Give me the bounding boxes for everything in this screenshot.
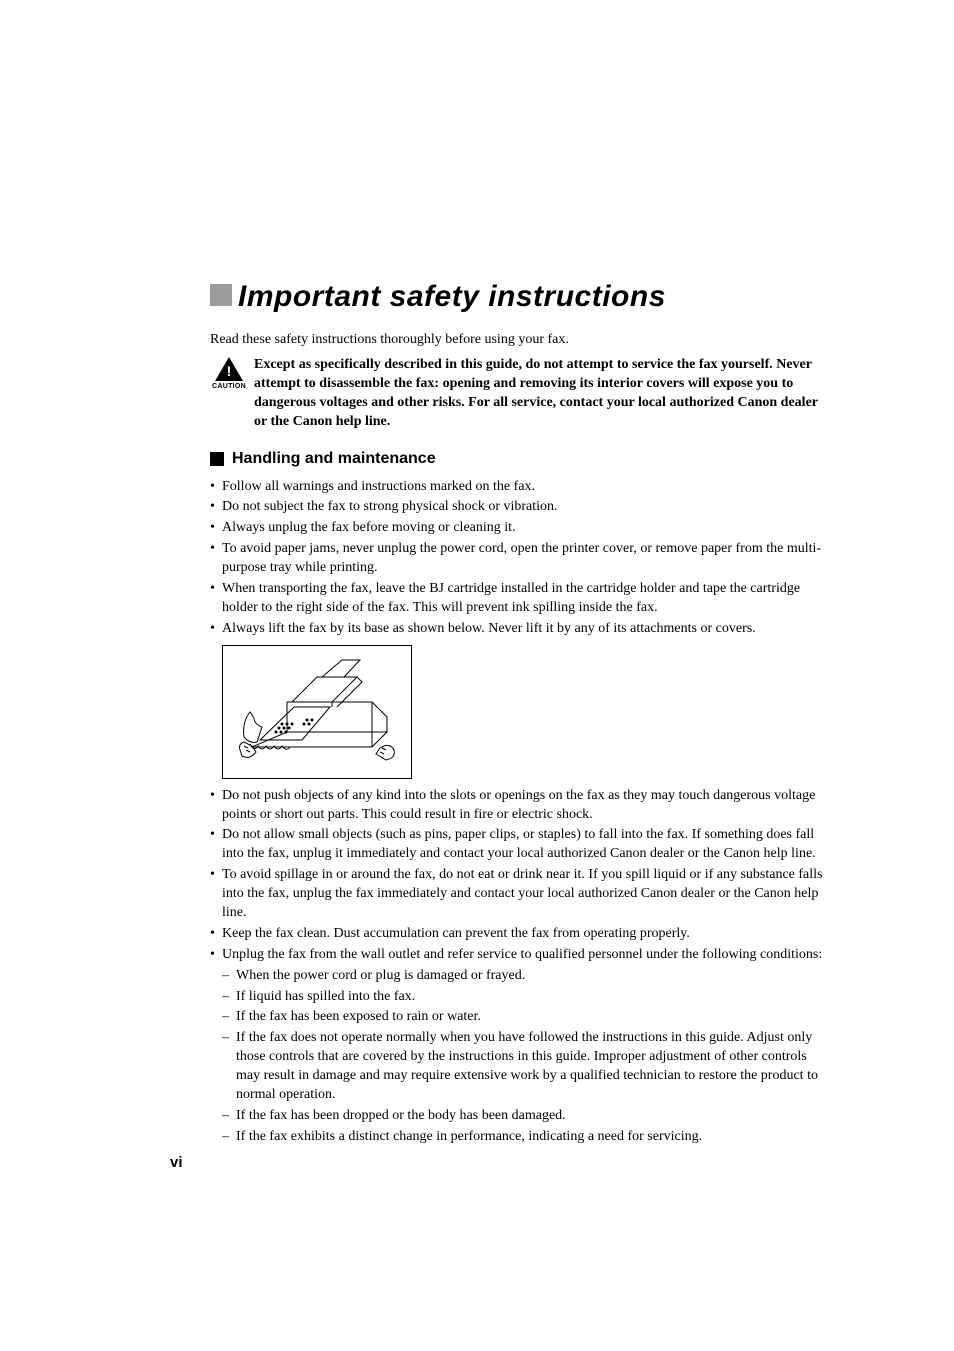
list-item: If the fax does not operate normally whe… (222, 1029, 834, 1105)
list-item: Follow all warnings and instructions mar… (210, 478, 834, 497)
page-number: vi (170, 1154, 183, 1171)
list-item: Always lift the fax by its base as shown… (210, 620, 834, 639)
list-item: To avoid paper jams, never unplug the po… (210, 540, 834, 578)
section-title: Handling and maintenance (232, 450, 436, 468)
fax-lift-illustration (222, 645, 412, 779)
caution-block: ! CAUTION Except as specifically describ… (210, 356, 834, 432)
list-item: If liquid has spilled into the fax. (222, 988, 834, 1007)
intro-text: Read these safety instructions thoroughl… (210, 332, 834, 348)
list-item: Do not subject the fax to strong physica… (210, 498, 834, 517)
list-item: If the fax has been exposed to rain or w… (222, 1008, 834, 1027)
caution-text: Except as specifically described in this… (254, 356, 834, 432)
list-item: Do not allow small objects (such as pins… (210, 826, 834, 864)
list-item: Keep the fax clean. Dust accumulation ca… (210, 925, 834, 944)
bullet-list-before: Follow all warnings and instructions mar… (210, 478, 834, 639)
sub-bullet-list: When the power cord or plug is damaged o… (222, 967, 834, 1147)
svg-text:!: ! (227, 363, 232, 379)
title-block-icon (210, 284, 232, 306)
section-heading-row: Handling and maintenance (210, 450, 834, 468)
list-item: When the power cord or plug is damaged o… (222, 967, 834, 986)
list-item: Do not push objects of any kind into the… (210, 787, 834, 825)
list-item: When transporting the fax, leave the BJ … (210, 580, 834, 618)
list-item: Unplug the fax from the wall outlet and … (210, 946, 834, 1147)
list-item: If the fax has been dropped or the body … (222, 1107, 834, 1126)
title-row: Important safety instructions (210, 280, 834, 314)
list-item: If the fax exhibits a distinct change in… (222, 1128, 834, 1147)
caution-label: CAUTION (212, 383, 246, 390)
page-title: Important safety instructions (238, 280, 666, 314)
section-block-icon (210, 452, 224, 466)
list-item: To avoid spillage in or around the fax, … (210, 866, 834, 923)
bullet-list-after: Do not push objects of any kind into the… (210, 787, 834, 1147)
caution-icon: ! CAUTION (210, 356, 248, 390)
list-item: Always unplug the fax before moving or c… (210, 519, 834, 538)
